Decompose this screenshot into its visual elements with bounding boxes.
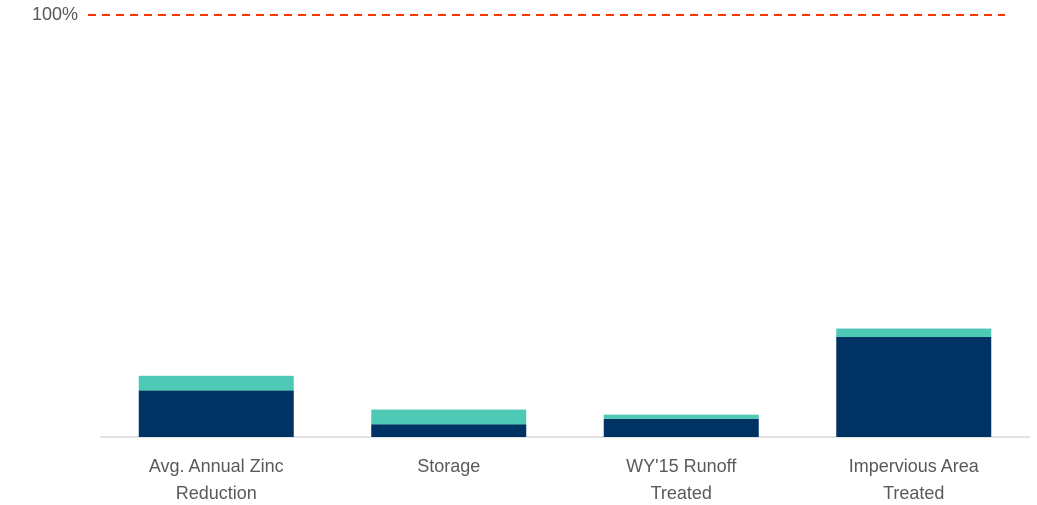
- bar-segment: [371, 409, 527, 425]
- bar-segment: [138, 390, 294, 437]
- bar-segment: [138, 375, 294, 391]
- y-tick-label: 100%: [32, 4, 78, 24]
- bar-segment: [836, 336, 992, 437]
- chart-title: LOWER SAN GABRIEL RIVER: [216, 0, 983, 8]
- x-tick-label: Reduction: [176, 483, 257, 503]
- x-tick-label: Treated: [883, 483, 944, 503]
- x-tick-label: Storage: [417, 456, 480, 476]
- x-tick-label: Treated: [651, 483, 712, 503]
- x-tick-label: Impervious Area: [849, 456, 980, 476]
- bar-segment: [603, 418, 759, 437]
- bar-segment: [603, 414, 759, 419]
- x-tick-label: WY'15 Runoff: [626, 456, 737, 476]
- bar-segment: [371, 424, 527, 437]
- bar-segment: [836, 328, 992, 337]
- x-tick-label: Avg. Annual Zinc: [149, 456, 284, 476]
